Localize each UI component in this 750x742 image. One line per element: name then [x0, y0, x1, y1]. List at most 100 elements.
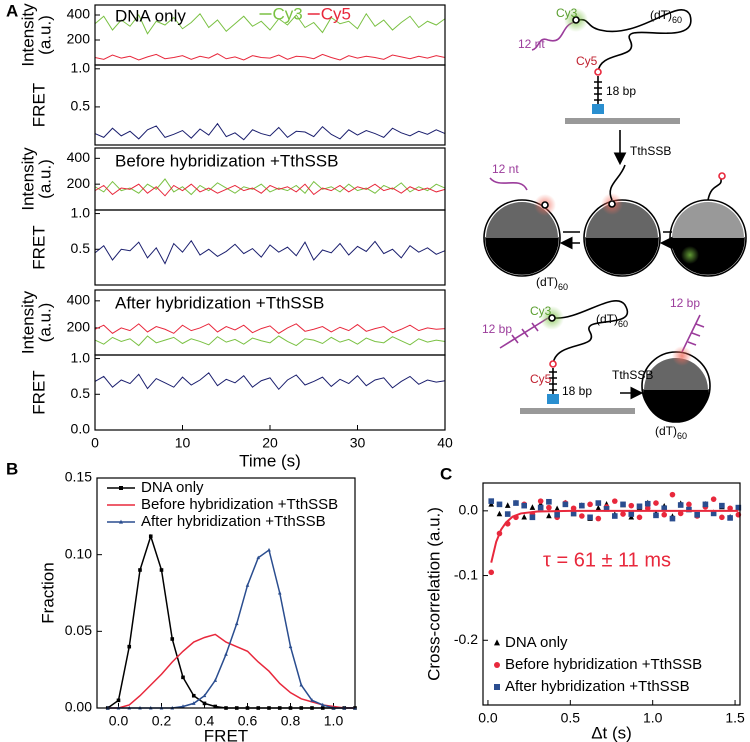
y-axis-label: Intensity	[18, 3, 37, 67]
marker	[494, 684, 500, 690]
marker	[587, 514, 593, 521]
marker	[537, 504, 544, 511]
duplex	[499, 317, 549, 349]
y-tick-label: 0.5	[71, 385, 91, 401]
annotation: Before hybridization +TthSSB	[115, 151, 338, 170]
cy3-dot	[572, 16, 580, 24]
x-tick-label: 0.2	[152, 713, 172, 729]
series-line	[94, 323, 446, 334]
marker	[213, 678, 218, 682]
marker	[644, 500, 651, 507]
x-tick-label: 20	[262, 435, 278, 451]
y-tick-label: -0.2	[454, 631, 478, 647]
series-line	[94, 53, 446, 61]
label-main: (dT)	[655, 424, 677, 438]
marker	[494, 639, 500, 646]
x-tick-label: 0.0	[478, 710, 498, 726]
panel-label: B	[6, 459, 18, 478]
marker	[529, 514, 536, 521]
marker	[562, 501, 569, 508]
label-sub: 60	[618, 319, 628, 329]
marker	[310, 698, 314, 702]
label: Cy5	[576, 54, 598, 68]
y-axis-label: Cross-correlation (a.u.)	[424, 507, 443, 681]
beads	[483, 164, 747, 277]
marker	[119, 486, 123, 490]
marker	[521, 502, 527, 509]
marker	[611, 513, 618, 519]
marker	[686, 506, 692, 513]
marker	[277, 590, 282, 595]
marker	[288, 644, 293, 649]
y-axis-label: (a.u.)	[35, 15, 54, 55]
marker	[537, 498, 544, 504]
annotation: DNA only	[115, 6, 186, 25]
x-axis-label: Δt (s)	[591, 723, 632, 742]
legend-label: Before hybridization +TthSSB	[505, 656, 702, 673]
bead-half	[643, 389, 709, 423]
legend-label: Before hybridization +TthSSB	[141, 496, 338, 513]
marker	[653, 512, 659, 519]
marker	[579, 513, 585, 519]
surface	[565, 118, 680, 124]
glow	[672, 346, 692, 366]
y-tick-label: 1.0	[71, 349, 91, 365]
schematic-labels: Cy3 12 nt Cy5 18 bp TthSSB 12 nt Cy3 12 …	[482, 6, 700, 441]
y-tick-label: 400	[67, 149, 91, 165]
y-tick-label: 0.5	[71, 240, 91, 256]
x-axis-label: Time (s)	[239, 451, 301, 470]
marker	[521, 513, 527, 520]
marker	[595, 504, 602, 511]
x-tick-label: 0	[91, 435, 99, 451]
marker	[191, 693, 196, 698]
marker	[710, 496, 717, 502]
marker	[554, 511, 560, 518]
marker	[694, 511, 700, 518]
series-line	[107, 533, 355, 709]
marker	[181, 704, 185, 708]
label: 12 bp	[670, 296, 700, 310]
panel-label: C	[440, 464, 452, 483]
marker	[320, 702, 325, 707]
y-axis-label: FRET	[29, 370, 48, 414]
marker	[127, 644, 132, 649]
label: 18 bp	[606, 84, 636, 98]
marker	[735, 504, 742, 511]
series-line	[94, 178, 446, 196]
y-tick-label: 0.0	[459, 502, 479, 518]
marker	[202, 693, 207, 698]
marker	[595, 500, 602, 506]
overhang	[531, 21, 576, 51]
legend-label: After hybridization +TthSSB	[141, 513, 326, 530]
y-tick-label: 400	[67, 6, 91, 22]
marker	[661, 505, 668, 512]
marker	[719, 514, 725, 521]
plot-frame	[94, 354, 446, 431]
y-tick-label: 0.0	[71, 421, 91, 437]
marker	[628, 502, 635, 509]
y-tick-label: 0.00	[65, 699, 92, 715]
marker	[513, 500, 519, 506]
series-line	[107, 633, 355, 709]
marker	[677, 502, 684, 508]
y-axis-label: FRET	[29, 83, 48, 127]
label: Cy3	[556, 6, 578, 20]
x-tick-label: 1.0	[324, 713, 344, 729]
label: Cy5	[530, 372, 552, 386]
series-line	[94, 122, 446, 141]
schematic	[483, 8, 747, 423]
stem	[549, 368, 557, 394]
cy3-dot	[548, 314, 556, 322]
x-tick-label: 0.5	[561, 710, 581, 726]
marker	[116, 698, 121, 703]
marker	[546, 498, 552, 505]
y-axis-label: Intensity	[18, 290, 37, 354]
cy5-dot	[594, 68, 602, 76]
annotation: τ = 61 ± 11 ms	[543, 549, 671, 571]
y-tick-label: 200	[67, 319, 91, 335]
marker	[496, 501, 503, 508]
marker	[661, 511, 668, 518]
x-tick-label: 30	[350, 435, 366, 451]
y-tick-label: 0.15	[65, 469, 92, 485]
